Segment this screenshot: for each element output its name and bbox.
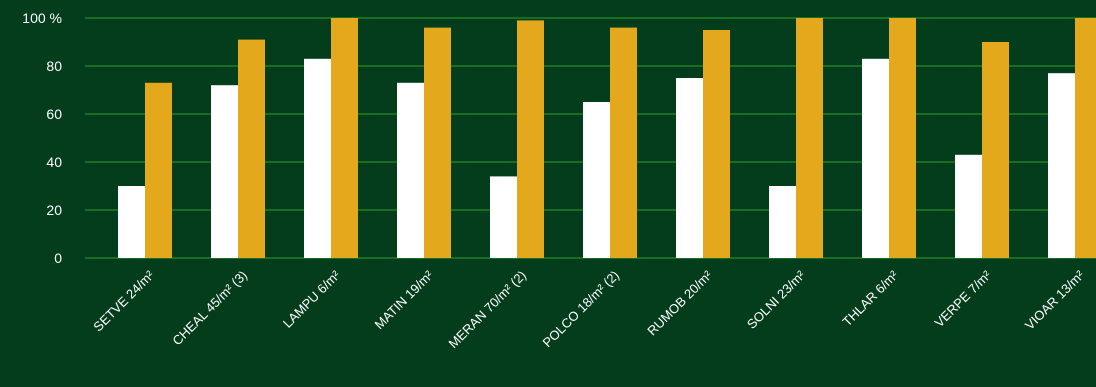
bar-series-1	[862, 58, 889, 258]
x-tick-label: CHEAL 45/m² (3)	[169, 268, 250, 349]
x-tick-label: SOLNI 23/m²	[744, 267, 809, 332]
bar-series-2	[331, 18, 358, 258]
bar-series-1	[769, 186, 796, 258]
y-axis-ticks: 0 20 40 60 80 100 %	[22, 10, 62, 266]
bar-series-2	[424, 27, 451, 258]
bar-series-2	[982, 42, 1009, 258]
x-tick-label: RUMOB 20/m²	[644, 267, 715, 338]
bar-series-2	[517, 20, 544, 259]
x-tick-label: VERPE 7/m²	[931, 267, 994, 330]
y-tick-label: 0	[54, 250, 62, 266]
x-axis-ticks: SETVE 24/m² CHEAL 45/m² (3) LAMPU 6/m² MATI…	[90, 267, 1087, 351]
bar-series-2	[145, 82, 172, 258]
y-tick-label: 40	[46, 154, 62, 170]
y-tick-label: 60	[46, 106, 62, 122]
bar-series-2	[1075, 18, 1096, 258]
bars	[118, 18, 1096, 259]
x-tick-label: LAMPU 6/m²	[280, 267, 344, 331]
bar-series-2	[703, 30, 730, 258]
bar-series-2	[796, 18, 823, 258]
bar-series-1	[118, 186, 145, 258]
x-tick-label: MATIN 19/m²	[372, 267, 437, 332]
x-tick-label: THLAR 6/m²	[839, 267, 901, 329]
bar-series-1	[211, 85, 238, 258]
bar-series-2	[238, 39, 265, 258]
bar-series-1	[583, 102, 610, 258]
y-tick-label: 80	[46, 58, 62, 74]
bar-series-1	[676, 78, 703, 258]
x-tick-label: MERAN 70/m² (2)	[445, 268, 529, 352]
x-tick-label: POLCO 18/m² (2)	[539, 268, 622, 351]
bar-series-1	[397, 82, 424, 258]
y-tick-label: 20	[46, 202, 62, 218]
bar-series-2	[889, 18, 916, 258]
y-tick-label: 100 %	[22, 10, 62, 26]
x-tick-label: VIOAR 13/m²	[1022, 267, 1088, 333]
bar-series-2	[610, 27, 637, 258]
bar-series-1	[490, 176, 517, 258]
bar-series-1	[1048, 73, 1075, 258]
x-tick-label: SETVE 24/m²	[90, 267, 157, 334]
bar-series-1	[304, 58, 331, 258]
bar-series-1	[955, 154, 982, 258]
